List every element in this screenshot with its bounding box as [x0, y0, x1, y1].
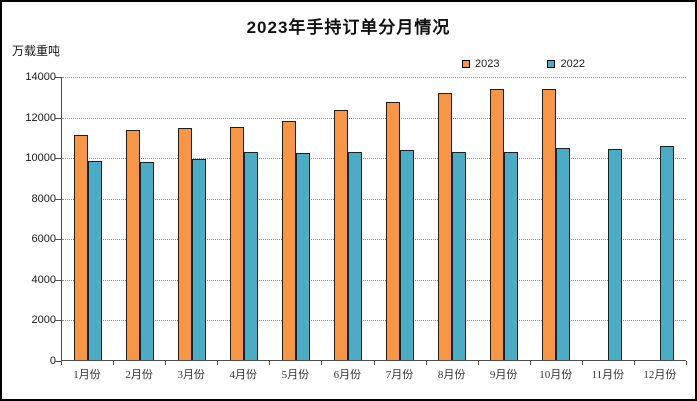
bar-2022-3月份 [192, 159, 206, 360]
plot-area [61, 77, 686, 361]
x-tick-mark [374, 361, 375, 365]
gridline-6000 [62, 239, 686, 241]
gridline-8000 [62, 198, 686, 200]
y-tick-mark [55, 279, 61, 281]
bar-group-5月份 [270, 77, 322, 360]
y-tick-label-12000: 12000 [25, 111, 56, 124]
bar-2023-5月份 [282, 120, 296, 360]
x-tick-mark [321, 361, 322, 365]
bar-2022-4月份 [244, 152, 258, 360]
bar-2022-11月份 [608, 149, 622, 360]
bar-2023-6月份 [334, 109, 348, 360]
bar-2023-10月份 [542, 89, 556, 360]
y-tick-label-8000: 8000 [31, 192, 56, 205]
bar-group-3月份 [166, 77, 218, 360]
y-tick-mark [55, 158, 61, 160]
legend-item-2023: 2023 [462, 58, 499, 70]
bar-groups [62, 77, 686, 360]
bar-2022-5月份 [296, 153, 310, 360]
x-tick-label-1月份: 1月份 [73, 369, 101, 381]
bar-group-9月份 [478, 77, 530, 360]
bar-group-4月份 [218, 77, 270, 360]
x-tick-mark [61, 361, 62, 365]
bar-2022-1月份 [88, 161, 102, 360]
bar-2023-3月份 [178, 128, 192, 360]
bar-2023-1月份 [74, 134, 88, 360]
x-tick-mark [478, 361, 479, 365]
y-tick-mark [55, 198, 61, 200]
legend-label-2022: 2022 [560, 58, 585, 70]
legend-swatch-2022-icon [547, 60, 556, 68]
x-tick-label-5月份: 5月份 [281, 369, 310, 381]
gridline-14000 [62, 77, 686, 78]
gridline-10000 [62, 158, 686, 160]
legend-swatch-2023-icon [462, 60, 470, 68]
y-tick-label-6000: 6000 [31, 233, 56, 246]
x-tick-mark [269, 361, 270, 365]
bar-2023-9月份 [490, 88, 504, 360]
x-tick-label-7月份: 7月份 [385, 369, 414, 381]
x-tick-label-12月份: 12月份 [643, 369, 677, 381]
y-tick-mark [55, 77, 61, 78]
bar-2022-10月份 [556, 148, 570, 360]
y-tick-mark [55, 239, 61, 241]
bar-group-2月份 [114, 77, 166, 360]
bar-2023-4月份 [230, 127, 244, 360]
bar-2023-7月份 [386, 101, 400, 360]
x-tick-label-3月份: 3月份 [177, 369, 205, 381]
x-tick-mark [686, 361, 687, 365]
x-tick-label-11月份: 11月份 [591, 369, 625, 381]
y-tick-label-10000: 10000 [25, 152, 56, 165]
y-tick-mark [55, 320, 61, 322]
x-tick-label-4月份: 4月份 [229, 369, 258, 381]
y-axis-unit-label: 万载重吨 [12, 44, 61, 58]
bar-2022-12月份 [660, 146, 674, 360]
legend-label-2023: 2023 [475, 58, 500, 70]
x-tick-mark [165, 361, 166, 365]
y-tick-label-2000: 2000 [31, 314, 56, 327]
chart-title: 2023年手持订单分月情况 [246, 18, 451, 37]
gridline-12000 [62, 117, 686, 119]
bar-group-7月份 [374, 77, 426, 360]
y-tick-label-4000: 4000 [31, 273, 56, 286]
bar-2022-8月份 [452, 152, 466, 360]
bar-2023-8月份 [438, 93, 452, 360]
bar-group-11月份 [582, 77, 634, 360]
gridline-2000 [62, 320, 686, 322]
x-tick-mark [217, 361, 218, 365]
x-tick-label-9月份: 9月份 [489, 369, 518, 381]
x-tick-mark [113, 361, 114, 365]
legend: 2023 2022 [462, 58, 585, 70]
bar-group-6月份 [322, 77, 374, 360]
x-tick-mark [530, 361, 531, 365]
legend-item-2022: 2022 [547, 58, 585, 70]
x-tick-label-6月份: 6月份 [333, 369, 362, 381]
y-tick-mark [55, 361, 61, 362]
x-tick-mark [634, 361, 635, 365]
x-tick-label-2月份: 2月份 [125, 369, 153, 381]
x-tick-mark [582, 361, 583, 365]
bar-2022-7月份 [400, 149, 414, 360]
bar-2022-9月份 [504, 151, 518, 360]
y-tick-label-14000: 14000 [25, 71, 56, 83]
x-axis-labels: 1月份 2月份 3月份 4月份 5月份 6月份 7月份 8月份 9月份 10月份 11月份 12月份 [61, 366, 686, 382]
gridline-4000 [62, 279, 686, 281]
bar-group-10月份 [530, 77, 582, 360]
bar-2022-6月份 [348, 151, 362, 360]
bar-2022-2月份 [140, 162, 154, 360]
y-tick-mark [55, 117, 61, 119]
bar-group-8月份 [426, 77, 478, 360]
x-tick-label-8月份: 8月份 [437, 369, 466, 381]
bar-2023-2月份 [126, 129, 140, 360]
bar-group-12月份 [634, 77, 686, 360]
x-tick-label-10月份: 10月份 [539, 369, 573, 381]
bar-group-1月份 [62, 77, 114, 360]
y-tick-label-0: 0 [49, 355, 56, 367]
x-tick-mark [426, 361, 427, 365]
